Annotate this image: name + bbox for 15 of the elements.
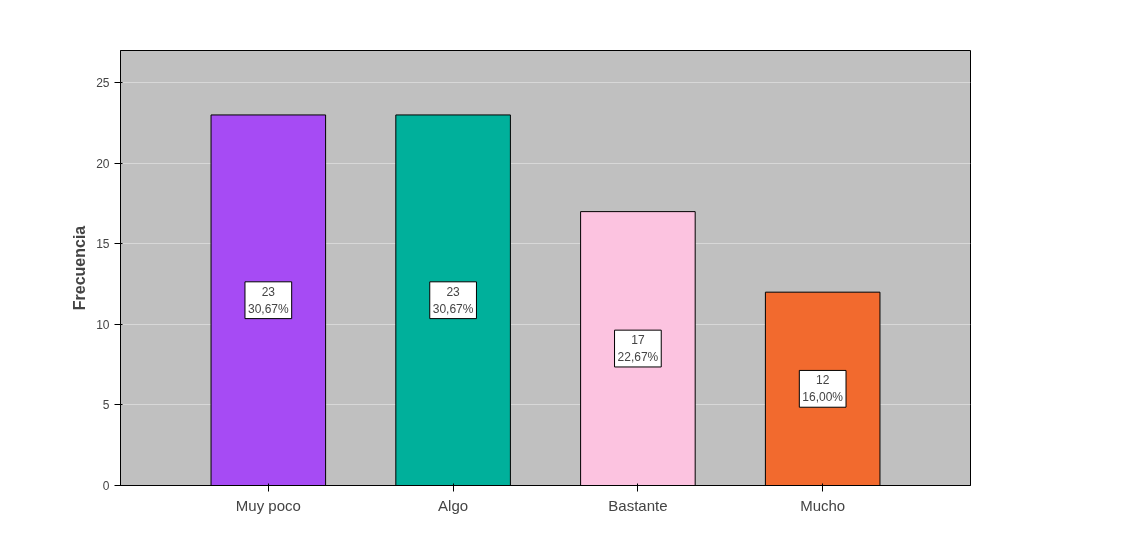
y-tick-label: 0 bbox=[102, 479, 110, 493]
y-tick-label: 25 bbox=[96, 76, 110, 91]
x-tick-label: Muy poco bbox=[235, 496, 301, 514]
data-label: 23 30,67% bbox=[247, 284, 290, 316]
x-tick-label: Bastante bbox=[608, 496, 668, 514]
y-tick-label: 10 bbox=[96, 317, 110, 332]
data-label: 23 30,67% bbox=[432, 284, 474, 316]
y-tick-label: 20 bbox=[96, 156, 110, 171]
data-label: 17 22,67% bbox=[617, 333, 659, 364]
y-tick-label: 15 bbox=[96, 237, 110, 252]
x-tick-label: Algo bbox=[438, 496, 469, 514]
data-label: 12 16,00% bbox=[802, 373, 844, 405]
y-tick-label: 5 bbox=[102, 398, 110, 413]
y-axis-title: Frecuencia bbox=[71, 225, 89, 311]
x-tick-label: Mucho bbox=[800, 496, 846, 514]
